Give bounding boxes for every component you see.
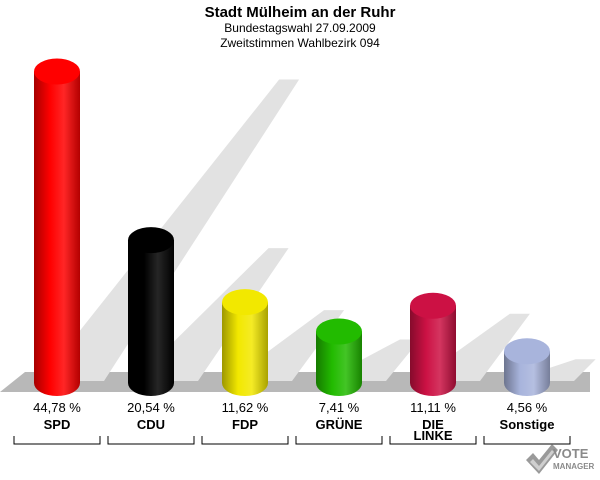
bar-top [504,338,550,365]
vote-manager-logo: VOTE MANAGER [526,444,595,474]
bar-top [128,227,174,254]
checkmark-icon [526,444,558,474]
bar-top [316,318,362,345]
bar-top [34,58,80,85]
category-label: FDP [232,417,258,432]
category-label: CDU [137,417,165,432]
chart-header: Stadt Mülheim an der Ruhr Bundestagswahl… [0,4,600,51]
value-label: 20,54 % [127,400,175,415]
chart-subtitle-2: Zweitstimmen Wahlbezirk 094 [220,36,380,50]
bar-fdp [222,302,268,396]
category-axis [13,436,571,445]
bars [34,58,550,397]
chart-subtitle: Bundestagswahl 27.09.2009 [224,21,376,35]
category-label: DIE LINKE [414,417,453,443]
bar-die-linke [410,305,456,396]
chart-title: Stadt Mülheim an der Ruhr [204,4,396,21]
logo-text-vote: VOTE [553,446,589,461]
bar-cdu [128,240,174,396]
value-label: 11,62 % [222,400,269,415]
value-label: 44,78 % [33,400,81,415]
category-bracket [483,436,571,445]
bar-spd [34,71,80,397]
category-bracket [107,436,195,445]
value-label: 4,56 % [507,400,548,415]
bar-gr-ne [316,331,362,396]
category-label: SPD [44,417,71,432]
category-bracket [13,436,101,445]
category-bracket [389,436,477,445]
category-bracket [201,436,289,445]
category-label: GRÜNE [316,417,363,432]
labels: 44,78 % SPD 20,54 % CDU 11,62 % FDP 7,41 % GRÜN… [33,400,554,443]
value-label: 7,41 % [319,400,360,415]
bar-top [410,292,456,319]
logo-text-manager: MANAGER [553,462,595,471]
bar-top [222,289,268,316]
category-label: Sonstige [500,417,555,432]
bar-shadow [40,79,300,382]
value-label: 11,11 % [410,400,456,415]
category-bracket [295,436,383,445]
